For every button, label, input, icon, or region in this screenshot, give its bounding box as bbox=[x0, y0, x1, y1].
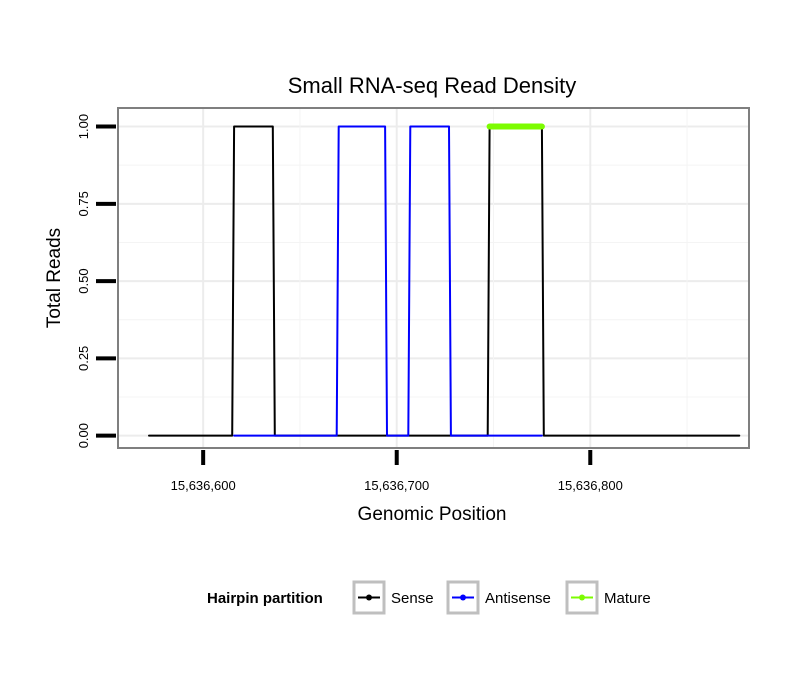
y-axis: 0.00 0.25 0.50 0.75 1.00 bbox=[76, 114, 116, 448]
y-tick-label: 0.75 bbox=[76, 191, 91, 216]
legend-key-point bbox=[366, 594, 372, 601]
x-tick-label: 15,636,700 bbox=[364, 478, 429, 493]
y-tick-label: 1.00 bbox=[76, 114, 91, 139]
y-tick-label: 0.00 bbox=[76, 423, 91, 448]
legend-title: Hairpin partition bbox=[207, 590, 323, 607]
y-axis-title: Total Reads bbox=[44, 228, 65, 328]
series-line-sense bbox=[148, 125, 741, 437]
chart-title: Small RNA-seq Read Density bbox=[288, 73, 577, 98]
x-axis: 15,636,600 15,636,700 15,636,800 bbox=[171, 450, 623, 493]
legend-label-mature: Mature bbox=[604, 590, 651, 607]
x-axis-title: Genomic Position bbox=[358, 504, 507, 525]
y-tick-label: 0.50 bbox=[76, 268, 91, 293]
x-tick-label: 15,636,600 bbox=[171, 478, 236, 493]
y-tick-label: 0.25 bbox=[76, 346, 91, 371]
gridlines bbox=[118, 108, 749, 448]
legend-label-sense: Sense bbox=[391, 590, 434, 607]
x-tick-label: 15,636,800 bbox=[558, 478, 623, 493]
legend-key-point bbox=[460, 594, 466, 601]
legend: Hairpin partition Sense Antisense Mature bbox=[207, 580, 651, 615]
series-line-antisense bbox=[233, 125, 543, 437]
legend-key-point bbox=[579, 594, 585, 601]
legend-label-antisense: Antisense bbox=[485, 590, 551, 607]
series-lines bbox=[148, 123, 741, 437]
plot-panel-border bbox=[117, 107, 750, 449]
